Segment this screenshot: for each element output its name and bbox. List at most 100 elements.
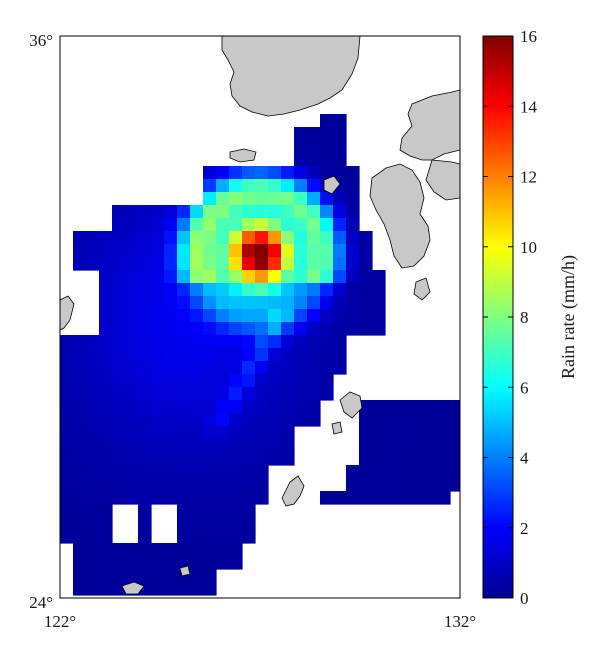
rain-cell xyxy=(177,231,191,245)
rain-cell xyxy=(450,400,460,414)
rain-cell xyxy=(320,127,334,141)
rain-cell xyxy=(294,335,308,349)
rain-cell xyxy=(216,361,230,375)
rain-cell xyxy=(125,465,139,479)
rain-cell xyxy=(125,413,139,427)
rain-cell xyxy=(86,491,100,505)
rain-cell xyxy=(255,283,269,297)
rain-cell xyxy=(255,257,269,271)
rain-cell xyxy=(424,426,438,440)
rain-cell xyxy=(138,205,152,219)
rain-cell xyxy=(151,231,165,245)
rain-cell xyxy=(268,270,282,284)
rain-cell xyxy=(216,426,230,440)
rain-cell xyxy=(216,309,230,323)
rain-cell xyxy=(138,231,152,245)
rain-cell xyxy=(125,426,139,440)
rain-cell xyxy=(216,348,230,362)
rain-cell xyxy=(99,348,113,362)
rain-cell xyxy=(229,348,243,362)
rain-cell xyxy=(294,348,308,362)
rain-cell xyxy=(203,166,217,180)
rain-cell xyxy=(112,231,126,245)
rain-cell xyxy=(164,569,178,583)
rain-cell xyxy=(86,387,100,401)
rain-cell xyxy=(112,218,126,232)
rain-cell xyxy=(125,231,139,245)
rain-cell xyxy=(255,452,269,466)
rain-cell xyxy=(177,491,191,505)
rain-cell xyxy=(229,374,243,388)
rain-cell xyxy=(203,439,217,453)
rain-cell xyxy=(125,361,139,375)
rain-cell xyxy=(385,465,399,479)
lat-tick-top: 36° xyxy=(29,31,53,50)
rain-cell xyxy=(346,270,360,284)
rain-cell xyxy=(229,244,243,258)
rain-cell xyxy=(255,192,269,206)
rain-cell xyxy=(424,491,438,505)
rain-cell xyxy=(359,426,373,440)
rain-cell xyxy=(242,309,256,323)
rain-cell xyxy=(411,478,425,492)
rain-cell xyxy=(229,543,243,557)
rain-cell xyxy=(307,374,321,388)
rain-cell xyxy=(203,179,217,193)
rain-cell xyxy=(112,556,126,570)
rain-cell xyxy=(125,270,139,284)
rain-cell xyxy=(190,452,204,466)
rain-cell xyxy=(164,296,178,310)
rain-cell xyxy=(73,400,87,414)
rain-cell xyxy=(216,296,230,310)
rain-cell xyxy=(320,205,334,219)
rain-cell xyxy=(60,348,74,362)
rain-cell xyxy=(190,322,204,336)
rain-cell xyxy=(281,361,295,375)
rain-cell xyxy=(112,374,126,388)
rain-cell xyxy=(333,491,347,505)
rain-cell xyxy=(112,543,126,557)
rain-cell xyxy=(138,322,152,336)
rain-cell xyxy=(112,322,126,336)
rain-cell xyxy=(86,231,100,245)
rain-cell xyxy=(333,257,347,271)
rain-cell xyxy=(151,361,165,375)
rain-cell xyxy=(112,283,126,297)
rain-cell xyxy=(203,205,217,219)
rain-cell xyxy=(203,192,217,206)
rain-cell xyxy=(242,205,256,219)
rain-cell xyxy=(151,426,165,440)
rain-cell xyxy=(216,218,230,232)
rain-cell xyxy=(268,192,282,206)
rain-cell xyxy=(177,543,191,557)
rain-cell xyxy=(99,400,113,414)
rain-cell xyxy=(177,582,191,596)
rain-cell xyxy=(216,244,230,258)
colorbar-tick-label: 12 xyxy=(520,168,537,187)
rain-cell xyxy=(372,309,386,323)
rain-cell xyxy=(138,296,152,310)
rain-cell xyxy=(99,231,113,245)
rain-cell xyxy=(99,361,113,375)
rain-cell xyxy=(125,218,139,232)
rain-cell xyxy=(229,530,243,544)
rain-cell xyxy=(190,270,204,284)
rain-cell xyxy=(60,374,74,388)
rain-cell xyxy=(164,361,178,375)
rain-cell xyxy=(216,179,230,193)
rain-cell xyxy=(164,309,178,323)
colorbar-tick-label: 16 xyxy=(520,27,537,46)
rain-cell xyxy=(125,348,139,362)
rain-cell xyxy=(281,374,295,388)
rain-cell xyxy=(242,348,256,362)
rain-cell xyxy=(450,478,460,492)
rain-cell xyxy=(164,439,178,453)
rain-cell xyxy=(203,556,217,570)
rain-cell xyxy=(86,335,100,349)
rain-cell xyxy=(216,517,230,531)
rain-cell xyxy=(190,257,204,271)
rain-cell xyxy=(99,556,113,570)
rain-cell xyxy=(255,426,269,440)
rain-cell xyxy=(255,322,269,336)
rain-cell xyxy=(307,192,321,206)
